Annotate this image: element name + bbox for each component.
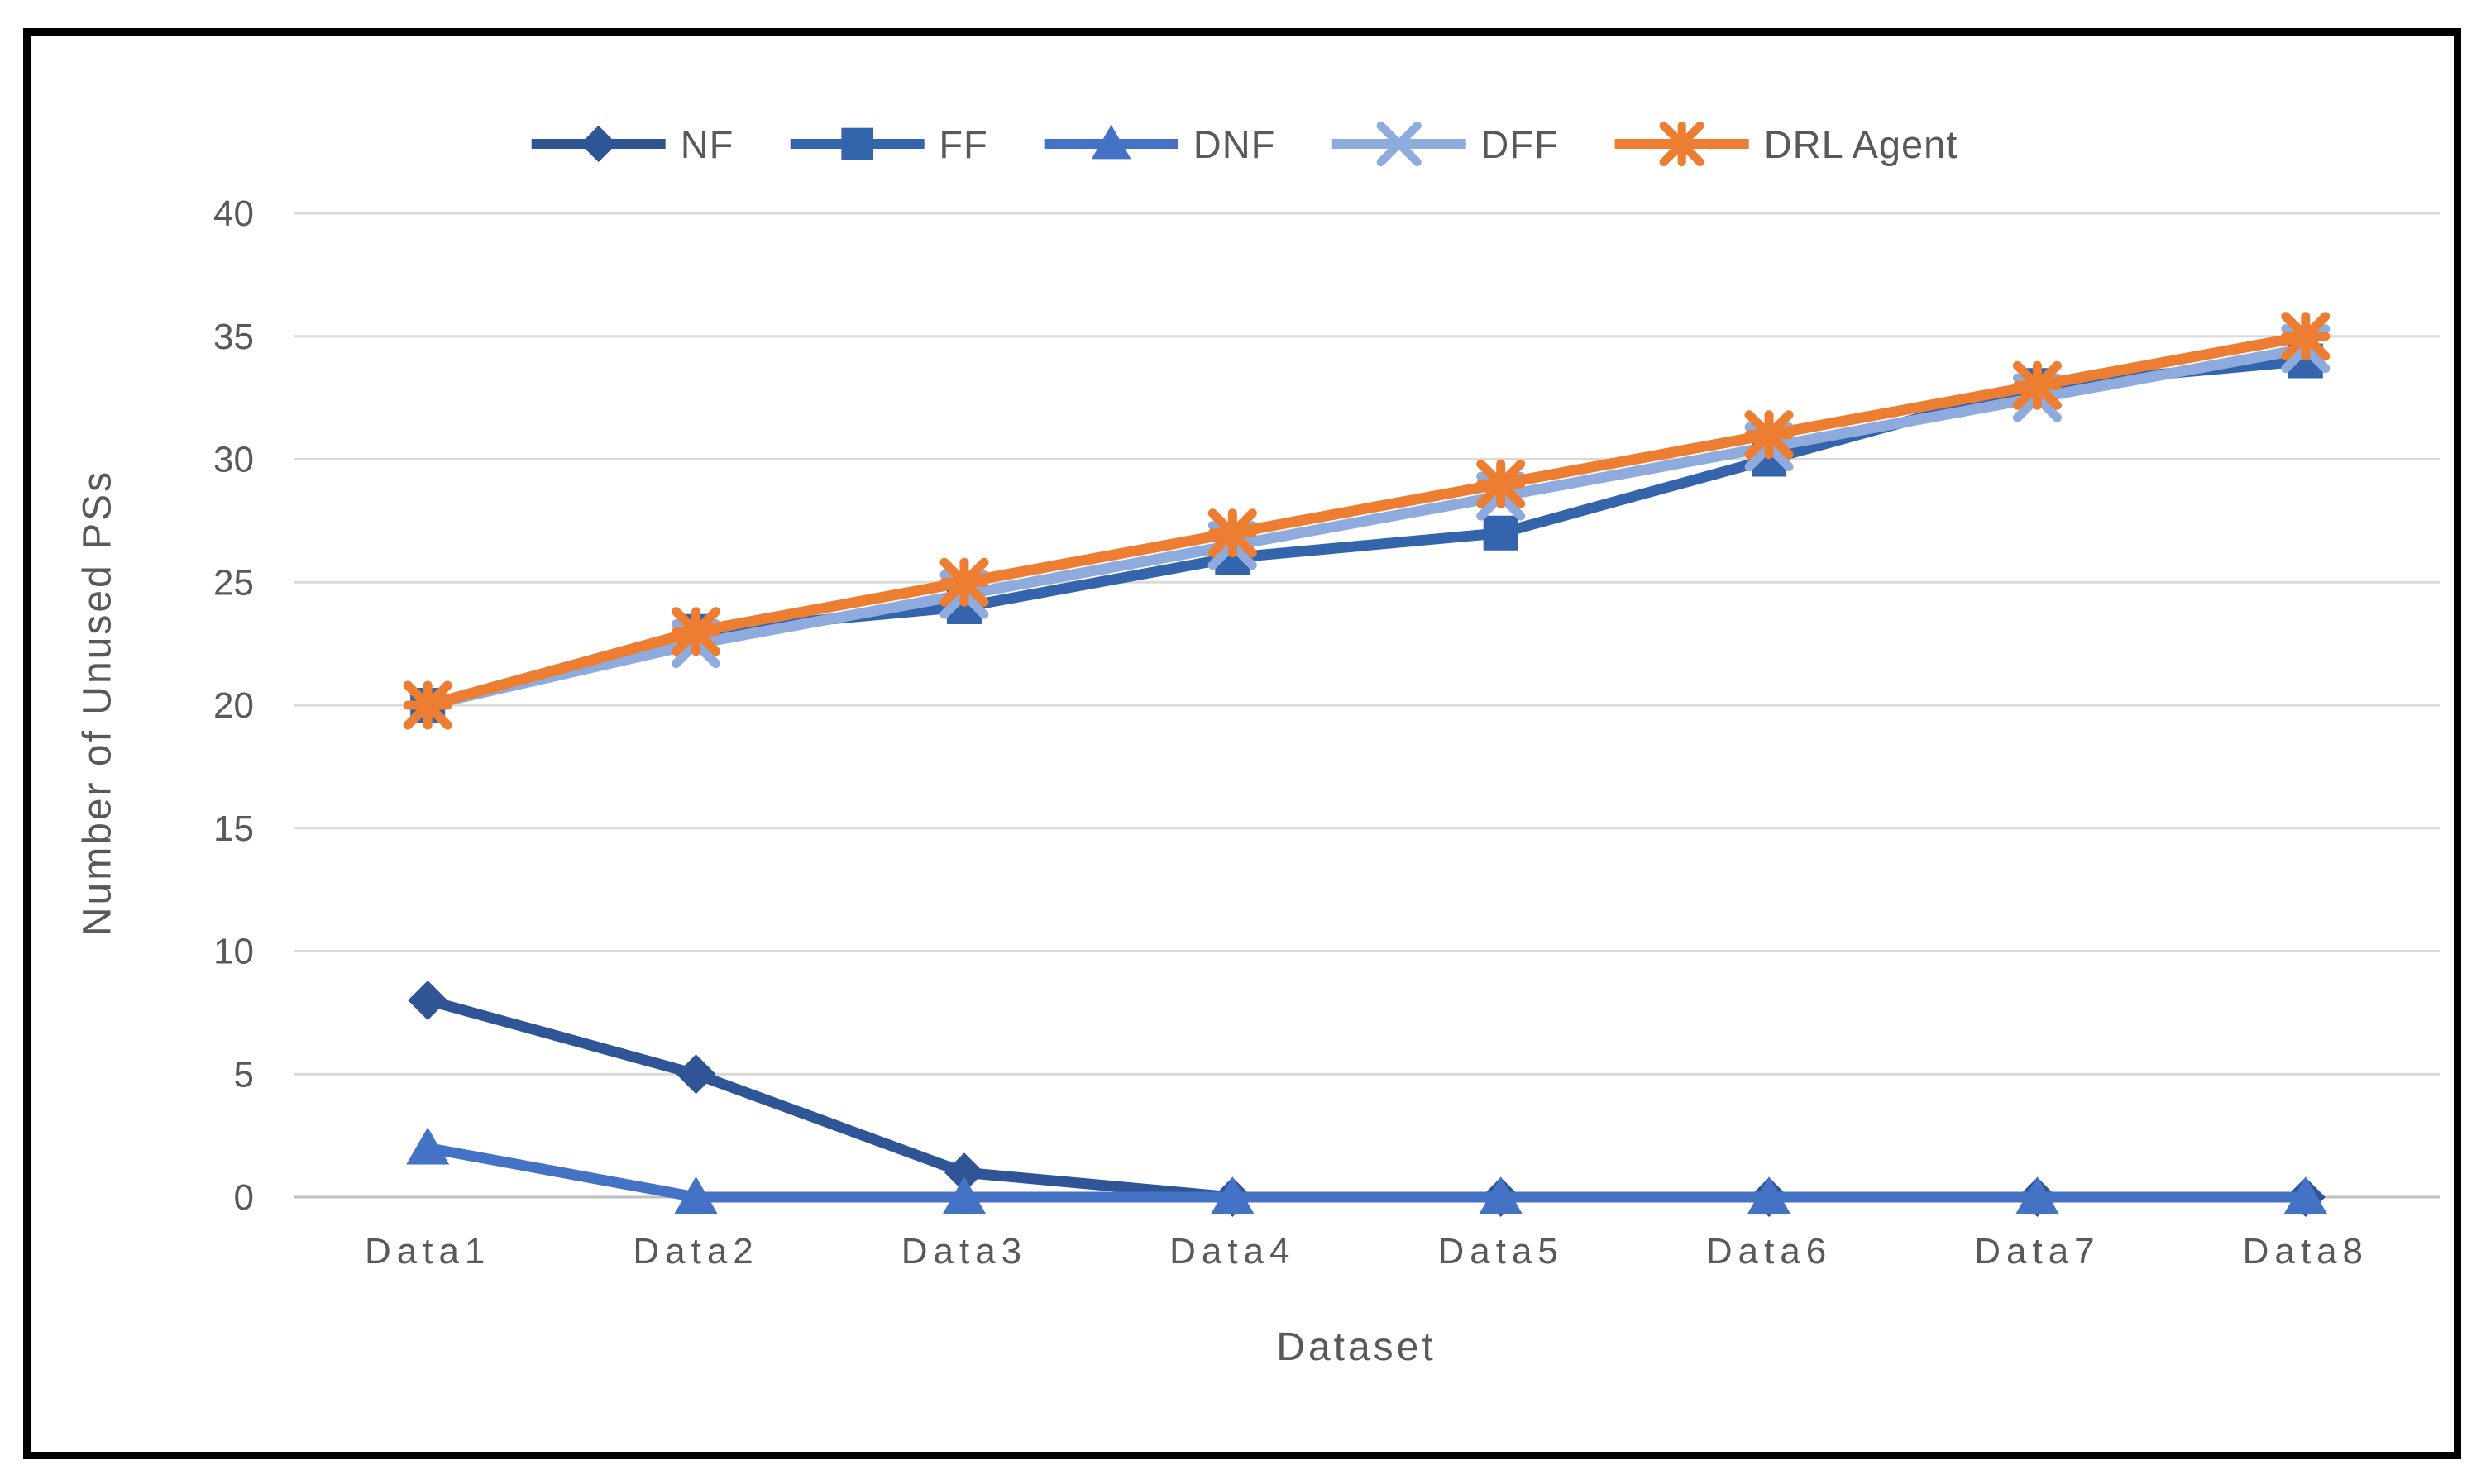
legend-label: DRL Agent [1763,122,1958,166]
marker-shape [1091,125,1131,160]
marker-diamond [944,1152,984,1193]
legend-item-drl-agent: DRL Agent [1612,117,1958,170]
marker-diamond [676,1054,716,1095]
marker-x [1376,121,1422,167]
marker-shape [406,1127,450,1165]
marker-shape [2012,360,2062,410]
x-tick-label: Data1 [365,1231,490,1272]
marker-star [939,557,989,607]
marker-triangle [1091,125,1131,160]
marker-shape [2283,1176,2327,1214]
y-tick-label: 15 [213,809,254,849]
x-tick-label: Data2 [633,1231,758,1272]
x-tick-label: Data8 [2243,1231,2369,1272]
marker-shape [1211,1176,1255,1214]
marker-shape [408,981,448,1020]
marker-shape [1483,515,1518,551]
series-line-dff [422,343,2312,711]
legend-label: DNF [1193,122,1276,166]
marker-triangle [2283,1176,2327,1214]
marker-shape [672,607,721,656]
marker-triangle [674,1176,718,1214]
series-line-nf [422,995,2312,1203]
y-tick-label: 35 [213,317,254,357]
x-tick-label: Data4 [1169,1231,1295,1272]
y-tick-label: 25 [213,562,254,603]
marker-square [841,127,873,160]
marker-star [672,607,721,656]
x-tick-label: Data3 [901,1231,1027,1272]
diamond-legend-marker-icon [531,125,666,163]
marker-shape [1479,1176,1523,1214]
marker-shape [1376,121,1422,167]
marker-shape [944,1152,984,1193]
y-tick-label: 10 [213,932,254,972]
marker-triangle [1747,1176,1791,1214]
marker-star [1476,459,1526,508]
marker-shape [1747,1176,1791,1214]
marker-triangle [1479,1176,1523,1214]
x-axis-title: Dataset [1276,1325,1437,1369]
marker-star [403,680,452,730]
legend-item-dnf: DNF [1041,117,1276,170]
legend-label: DFF [1480,122,1559,166]
y-tick-label: 20 [213,685,254,726]
series-line-dnf [422,1143,2312,1203]
y-axis-title: Number of Unused PSs [75,469,120,937]
y-tick-label: 0 [234,1177,254,1218]
marker-shape [403,680,452,730]
marker-square [1483,515,1518,551]
marker-triangle [406,1127,450,1165]
legend-label: FF [939,122,988,166]
marker-triangle [2015,1176,2059,1214]
marker-diamond [580,125,617,163]
y-tick-label: 5 [234,1054,254,1095]
marker-shape [939,557,989,607]
marker-star [2012,360,2062,410]
marker-star [1744,410,1794,460]
marker-shape [580,125,617,163]
legend-label: NF [680,122,734,166]
marker-triangle [942,1176,986,1214]
marker-triangle [1211,1176,1255,1214]
marker-shape [674,1176,718,1214]
legend-item-ff: FF [786,117,987,170]
x-tick-label: Data5 [1437,1231,1563,1272]
y-tick-label: 30 [213,440,254,480]
y-tick-label: 40 [213,193,254,234]
square-legend-marker-icon [790,127,925,160]
marker-shape [841,127,873,160]
marker-shape [676,1054,716,1095]
triangle-legend-marker-icon [1044,125,1178,160]
chart-legend: NF FF DNF DFF DRL Agent [528,117,1958,170]
marker-star [1207,508,1257,558]
x-legend-marker-icon [1331,121,1466,167]
star-legend-marker-icon [1614,121,1749,167]
legend-item-nf: NF [528,117,734,170]
marker-shape [1476,459,1526,508]
marker-shape [1659,121,1704,167]
marker-star [1659,121,1704,167]
legend-item-dff: DFF [1328,117,1558,170]
marker-shape [942,1176,986,1214]
figure-border [23,28,2461,1459]
marker-diamond [408,981,448,1020]
marker-shape [1207,508,1257,558]
marker-shape [2281,312,2331,361]
marker-star [2281,312,2331,361]
marker-shape [1744,410,1794,460]
x-tick-label: Data6 [1706,1231,1832,1272]
series-line-drl-agent [422,331,2312,711]
x-tick-label: Data7 [1974,1231,2100,1272]
marker-shape [2015,1176,2059,1214]
